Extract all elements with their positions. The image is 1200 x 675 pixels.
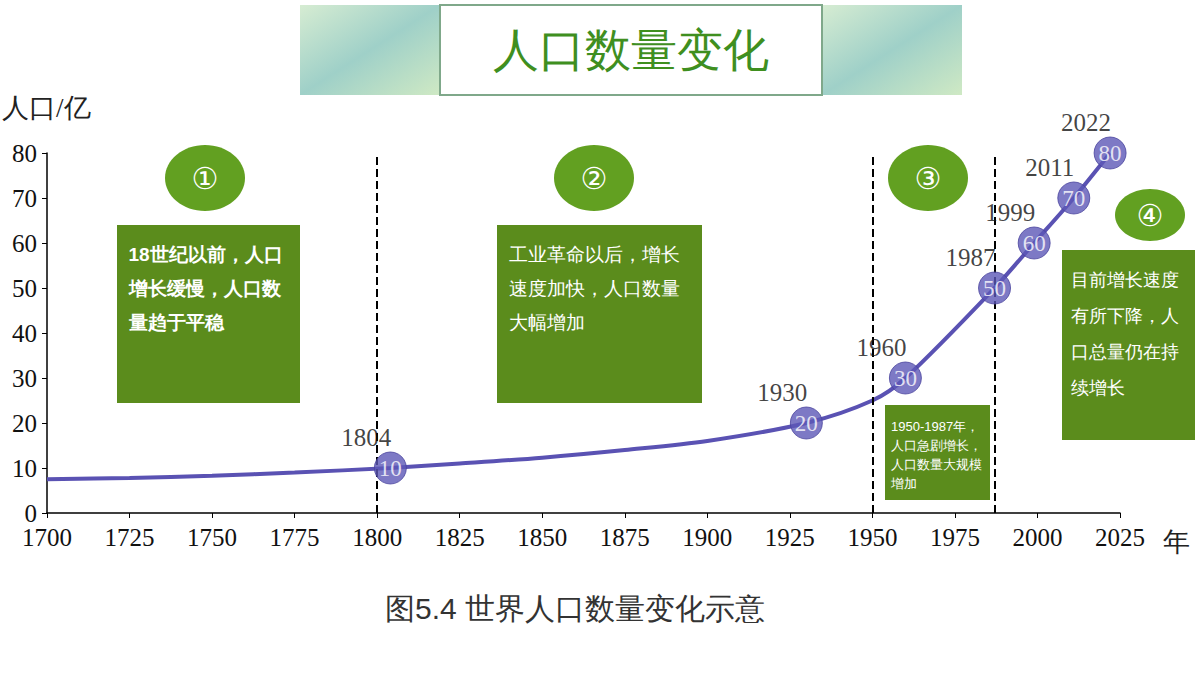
svg-text:③: ③ — [915, 162, 942, 195]
svg-text:1775: 1775 — [270, 524, 320, 551]
svg-text:量趋于平稳: 量趋于平稳 — [128, 312, 225, 333]
svg-text:20: 20 — [12, 410, 37, 437]
svg-text:工业革命以后，增长: 工业革命以后，增长 — [509, 244, 680, 265]
svg-text:0: 0 — [25, 500, 38, 527]
svg-text:2000: 2000 — [1012, 524, 1062, 551]
svg-text:1950-1987年，: 1950-1987年， — [891, 419, 979, 434]
svg-text:1900: 1900 — [682, 524, 732, 551]
svg-text:60: 60 — [12, 230, 37, 257]
svg-text:1960: 1960 — [856, 334, 906, 361]
svg-text:2025: 2025 — [1095, 524, 1145, 551]
svg-text:②: ② — [581, 162, 608, 195]
svg-text:20: 20 — [795, 411, 818, 436]
svg-text:1930: 1930 — [757, 379, 807, 406]
svg-text:40: 40 — [12, 320, 37, 347]
svg-text:1999: 1999 — [985, 199, 1035, 226]
svg-text:增加: 增加 — [890, 476, 917, 491]
svg-text:70: 70 — [1062, 186, 1085, 211]
svg-text:①: ① — [192, 162, 219, 195]
svg-text:1700: 1700 — [22, 524, 72, 551]
svg-text:口总量仍在持: 口总量仍在持 — [1071, 342, 1179, 362]
svg-text:1950: 1950 — [847, 524, 897, 551]
svg-text:人口急剧增长，: 人口急剧增长， — [891, 438, 982, 453]
svg-text:有所下降，人: 有所下降，人 — [1071, 306, 1179, 326]
svg-text:18世纪以前，人口: 18世纪以前，人口 — [129, 244, 283, 265]
svg-text:30: 30 — [12, 365, 37, 392]
svg-text:50: 50 — [12, 275, 37, 302]
svg-text:1875: 1875 — [600, 524, 650, 551]
svg-text:续增长: 续增长 — [1071, 378, 1125, 398]
svg-text:1987: 1987 — [946, 244, 996, 271]
svg-text:1975: 1975 — [930, 524, 980, 551]
svg-text:人口/亿: 人口/亿 — [2, 93, 91, 123]
svg-text:2022: 2022 — [1061, 109, 1111, 136]
svg-text:年: 年 — [1163, 527, 1190, 557]
svg-text:1800: 1800 — [352, 524, 402, 551]
svg-text:60: 60 — [1023, 231, 1046, 256]
svg-text:速度加快，人口数量: 速度加快，人口数量 — [509, 278, 680, 299]
svg-text:1750: 1750 — [187, 524, 237, 551]
svg-text:增长缓慢，人口数: 增长缓慢，人口数 — [128, 278, 282, 299]
svg-text:30: 30 — [894, 366, 917, 391]
svg-text:80: 80 — [1099, 141, 1122, 166]
svg-text:10: 10 — [379, 456, 402, 481]
svg-text:1850: 1850 — [517, 524, 567, 551]
svg-text:2011: 2011 — [1025, 154, 1074, 181]
svg-text:1925: 1925 — [765, 524, 815, 551]
svg-text:50: 50 — [983, 276, 1006, 301]
svg-text:1825: 1825 — [435, 524, 485, 551]
svg-text:④: ④ — [1137, 199, 1164, 232]
svg-text:大幅增加: 大幅增加 — [509, 312, 585, 333]
svg-text:人口数量大规模: 人口数量大规模 — [891, 457, 982, 472]
svg-text:目前增长速度: 目前增长速度 — [1071, 270, 1179, 290]
svg-text:1725: 1725 — [105, 524, 155, 551]
svg-text:70: 70 — [12, 185, 37, 212]
svg-text:人口数量变化: 人口数量变化 — [493, 25, 769, 76]
svg-text:80: 80 — [12, 140, 37, 167]
svg-text:1804: 1804 — [341, 424, 392, 451]
svg-text:10: 10 — [12, 455, 37, 482]
svg-text:图5.4 世界人口数量变化示意: 图5.4 世界人口数量变化示意 — [385, 592, 765, 625]
